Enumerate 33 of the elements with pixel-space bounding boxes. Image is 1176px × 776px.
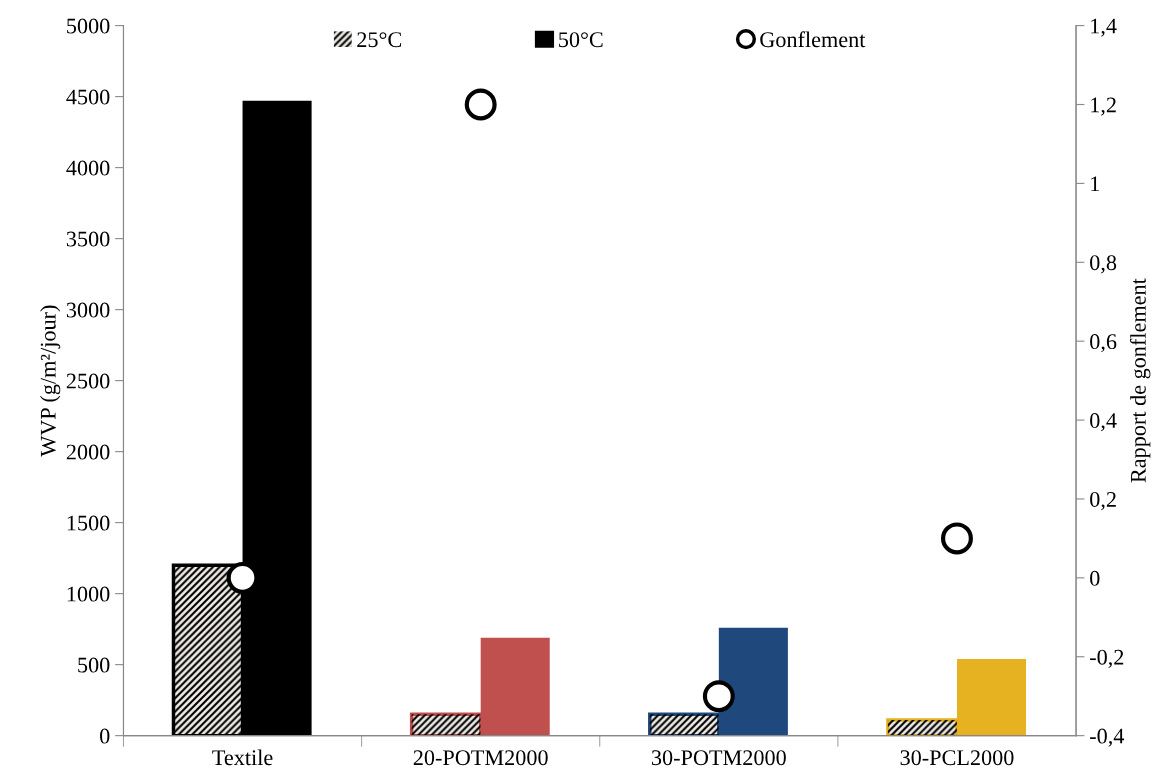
y-tick-label: 500 [78, 657, 110, 673]
y2-tick-label: 1 [1091, 176, 1100, 192]
x-tick-label: 30-POTM2000 [651, 750, 786, 766]
y2-tick-label: 0 [1090, 570, 1100, 586]
y-tick-label: 5000 [67, 18, 110, 34]
point [464, 88, 497, 121]
y2-tick-label: 0,4 [1090, 413, 1117, 432]
y-tick-label: 2000 [66, 444, 110, 460]
legend-label: Gonflement [760, 31, 866, 48]
y-tick-label: 3500 [66, 231, 110, 247]
point [702, 680, 735, 713]
y2-tick-label: 1,4 [1091, 18, 1117, 37]
x-tick-label: Textile [212, 749, 273, 766]
legend-label: 25°C [357, 32, 402, 48]
y2-tick-label: 1,2 [1091, 97, 1116, 116]
y-tick-label: 4000 [66, 160, 110, 176]
y2-tick-label: 0,8 [1090, 255, 1117, 274]
y2-axis-title: Rapport de gonflement [1129, 278, 1151, 483]
y-tick-label: 2500 [66, 373, 110, 389]
y2-tick-label: -0,4 [1090, 728, 1125, 747]
y2-tick-label: 0,6 [1090, 334, 1117, 353]
y-tick-label: 0 [100, 728, 110, 744]
point [940, 522, 973, 555]
y2-tick-label: 0,2 [1090, 491, 1116, 511]
y2-tick-label: -0,2 [1090, 649, 1124, 668]
y-tick-label: 1000 [67, 586, 110, 602]
y-axis-title: WVP (g/m²/jour) [40, 305, 61, 457]
legend-label: 50°C [559, 32, 603, 48]
y-tick-label: 1500 [67, 515, 110, 531]
y-tick-label: 3000 [66, 302, 110, 318]
y-tick-label: 4500 [66, 89, 110, 105]
x-tick-label: 30-PCL2000 [900, 750, 1014, 766]
x-tick-label: 20-POTM2000 [413, 750, 548, 766]
